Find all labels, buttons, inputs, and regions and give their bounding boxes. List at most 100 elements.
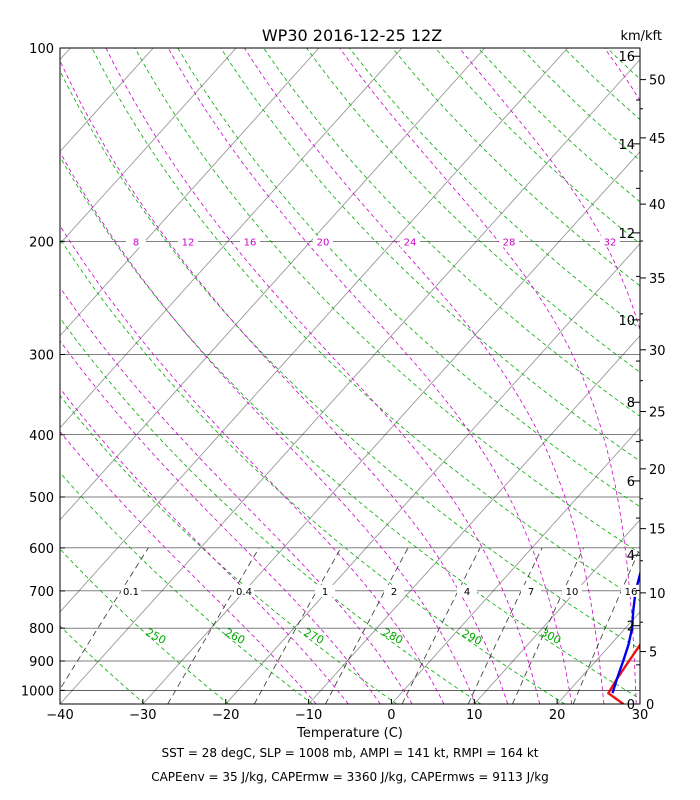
moist-adiabat-label: 20	[317, 237, 330, 248]
dry-adiabat-line	[60, 156, 640, 700]
x-tick-label: −20	[212, 708, 239, 723]
y-tick-label: 700	[29, 585, 54, 600]
moist-adiabat-label-bg	[400, 235, 420, 248]
y-tick-label: 300	[29, 348, 54, 363]
mixing-ratio-label: 10	[566, 587, 579, 598]
km-tick-label: 16	[618, 50, 635, 65]
km-tick-label: 12	[618, 227, 635, 242]
isotherm-line	[60, 48, 486, 521]
kft-tick-label: 5	[649, 646, 657, 661]
x-tick-label: 0	[387, 708, 395, 723]
moist-adiabat-line	[339, 48, 637, 704]
dry-adiabat-label: 270	[301, 626, 326, 647]
y-tick-label: 900	[29, 655, 54, 670]
dry-adiabat-line	[60, 625, 145, 704]
dry-adiabat-label: 290	[459, 627, 484, 648]
moist-adiabat-label: 16	[244, 237, 257, 248]
km-tick-label: 10	[618, 314, 635, 329]
mixing-ratio-label-bg	[521, 584, 541, 597]
kft-tick-label: 30	[649, 344, 666, 359]
chart-title: WP30 2016-12-25 12Z	[262, 26, 442, 45]
dry-adiabat-line	[263, 48, 640, 417]
x-axis-label: Temperature (C)	[296, 726, 403, 741]
kft-tick-label: 25	[649, 405, 666, 420]
isotherm-line	[60, 48, 154, 153]
mixing-ratio-line	[60, 547, 149, 690]
dry-adiabat-line	[60, 702, 61, 704]
x-tick-label: −10	[295, 708, 322, 723]
mixing-ratio-line	[167, 547, 260, 704]
plot-frame	[59, 47, 641, 705]
mixing-ratio-line	[253, 547, 342, 704]
dry-adiabat-line	[60, 471, 313, 704]
km-tick-label: 0	[627, 698, 635, 713]
x-tick-label: 30	[632, 708, 649, 723]
dry-adiabat-label: 280	[380, 626, 405, 647]
moist-adiabat-line	[60, 151, 477, 704]
x-tick-label: −40	[46, 708, 73, 723]
moist-adiabat-line	[60, 59, 509, 704]
dry-adiabat-line	[60, 238, 566, 704]
y-tick-label: 600	[29, 542, 54, 557]
mixing-ratio-label-bg	[384, 584, 404, 597]
y-tick-label: 400	[29, 429, 54, 444]
moist-adiabat-label-bg	[600, 235, 620, 248]
axes: −40 −30 −20 −10 0 10 20 30100200300400500600700…	[21, 42, 666, 723]
moist-adiabat-label: 8	[133, 237, 139, 248]
moist-adiabat-line	[60, 224, 445, 704]
mixing-ratio-label-bg	[457, 584, 477, 597]
dry-adiabat-line	[477, 48, 640, 203]
dry-adiabat-line	[91, 48, 640, 602]
series-line-dewpoint	[611, 569, 640, 694]
dry-adiabat-line	[60, 317, 482, 704]
kft-tick-label: 20	[649, 463, 666, 478]
mixing-ratio-label: 4	[464, 587, 470, 598]
dry-adiabat-line	[520, 48, 640, 162]
isotherm-line	[308, 335, 640, 704]
moist-adiabat-label: 28	[503, 237, 516, 248]
plot-series	[607, 569, 640, 704]
dry-adiabat-line	[434, 48, 640, 245]
mixing-ratio-label: 0.4	[236, 587, 252, 598]
mixing-ratio-label: 16	[625, 587, 638, 598]
moist-adiabat-label-bg	[126, 235, 146, 248]
dry-adiabat-label: 260	[222, 626, 247, 647]
moist-adiabat-label-bg	[499, 235, 519, 248]
kft-tick-label: 15	[649, 523, 666, 538]
mixing-ratio-label-bg	[121, 584, 141, 597]
km-tick-label: 6	[627, 475, 635, 490]
dry-adiabat-line	[177, 48, 640, 508]
km-tick-label: 4	[627, 549, 635, 564]
y-tick-label: 500	[29, 491, 54, 506]
isotherm-line	[60, 48, 568, 613]
isotherm-line	[391, 427, 640, 704]
moist-adiabat-line	[60, 340, 381, 704]
moist-adiabat-line	[60, 387, 349, 704]
x-tick-label: 20	[549, 708, 566, 723]
isotherm-line	[60, 48, 237, 245]
dry-adiabat-line	[60, 548, 229, 704]
moist-adiabat-label: 32	[604, 237, 617, 248]
moist-adiabat-line	[167, 48, 573, 704]
x-tick-label: −30	[129, 708, 156, 723]
km-tick-label: 8	[627, 396, 635, 411]
mixing-ratio-label: 0.1	[123, 587, 139, 598]
mixing-ratio-label-bg	[562, 584, 582, 597]
dry-adiabat-label: 300	[538, 626, 563, 647]
y-tick-label: 800	[29, 622, 54, 637]
moist-adiabat-label-bg	[313, 235, 333, 248]
dry-adiabat-line	[349, 48, 640, 330]
mixing-ratio-label-bg	[234, 584, 254, 597]
moist-adiabat-label-bg	[178, 235, 198, 248]
kft-tick-label: 40	[649, 198, 666, 213]
x-tick-label: 10	[466, 708, 483, 723]
mixing-ratio-line	[467, 547, 543, 704]
plot-grid	[60, 48, 640, 704]
y-tick-label: 100	[29, 42, 54, 57]
mixing-ratio-label: 7	[528, 587, 534, 598]
moist-adiabat-label-bg	[240, 235, 260, 248]
dry-adiabat-line	[60, 70, 640, 650]
mixing-ratio-line	[572, 547, 640, 704]
y-tick-label: 200	[29, 235, 54, 250]
